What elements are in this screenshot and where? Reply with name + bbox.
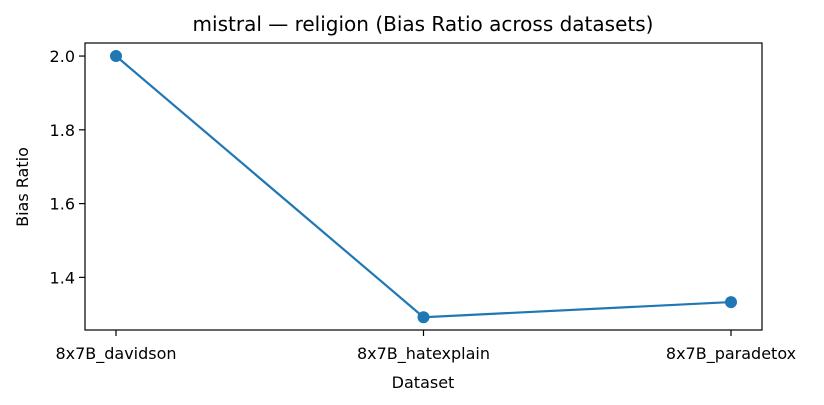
y-axis: 1.4 1.6 1.8 2.0 [50, 47, 85, 287]
chart-title: mistral — religion (Bias Ratio across da… [193, 12, 654, 36]
y-tick-label: 1.6 [50, 195, 75, 214]
data-point [110, 50, 122, 63]
y-tick-label: 2.0 [50, 47, 75, 66]
plot-frame [84, 42, 763, 331]
data-point [417, 311, 430, 324]
x-tick-label: 8x7B_paradetox [666, 344, 796, 364]
x-axis: 8x7B_davidson 8x7B_hatexplain 8x7B_paradet… [55, 330, 796, 364]
x-tick-label: 8x7B_davidson [55, 344, 176, 364]
y-axis-label: Bias Ratio [13, 147, 32, 227]
x-axis-label: Dataset [392, 373, 455, 392]
data-series [110, 50, 737, 324]
x-tick-label: 8x7B_hatexplain [357, 344, 490, 364]
y-tick-label: 1.4 [50, 268, 75, 287]
data-point [725, 296, 737, 309]
series-line [115, 55, 732, 319]
y-tick-label: 1.8 [50, 121, 75, 140]
